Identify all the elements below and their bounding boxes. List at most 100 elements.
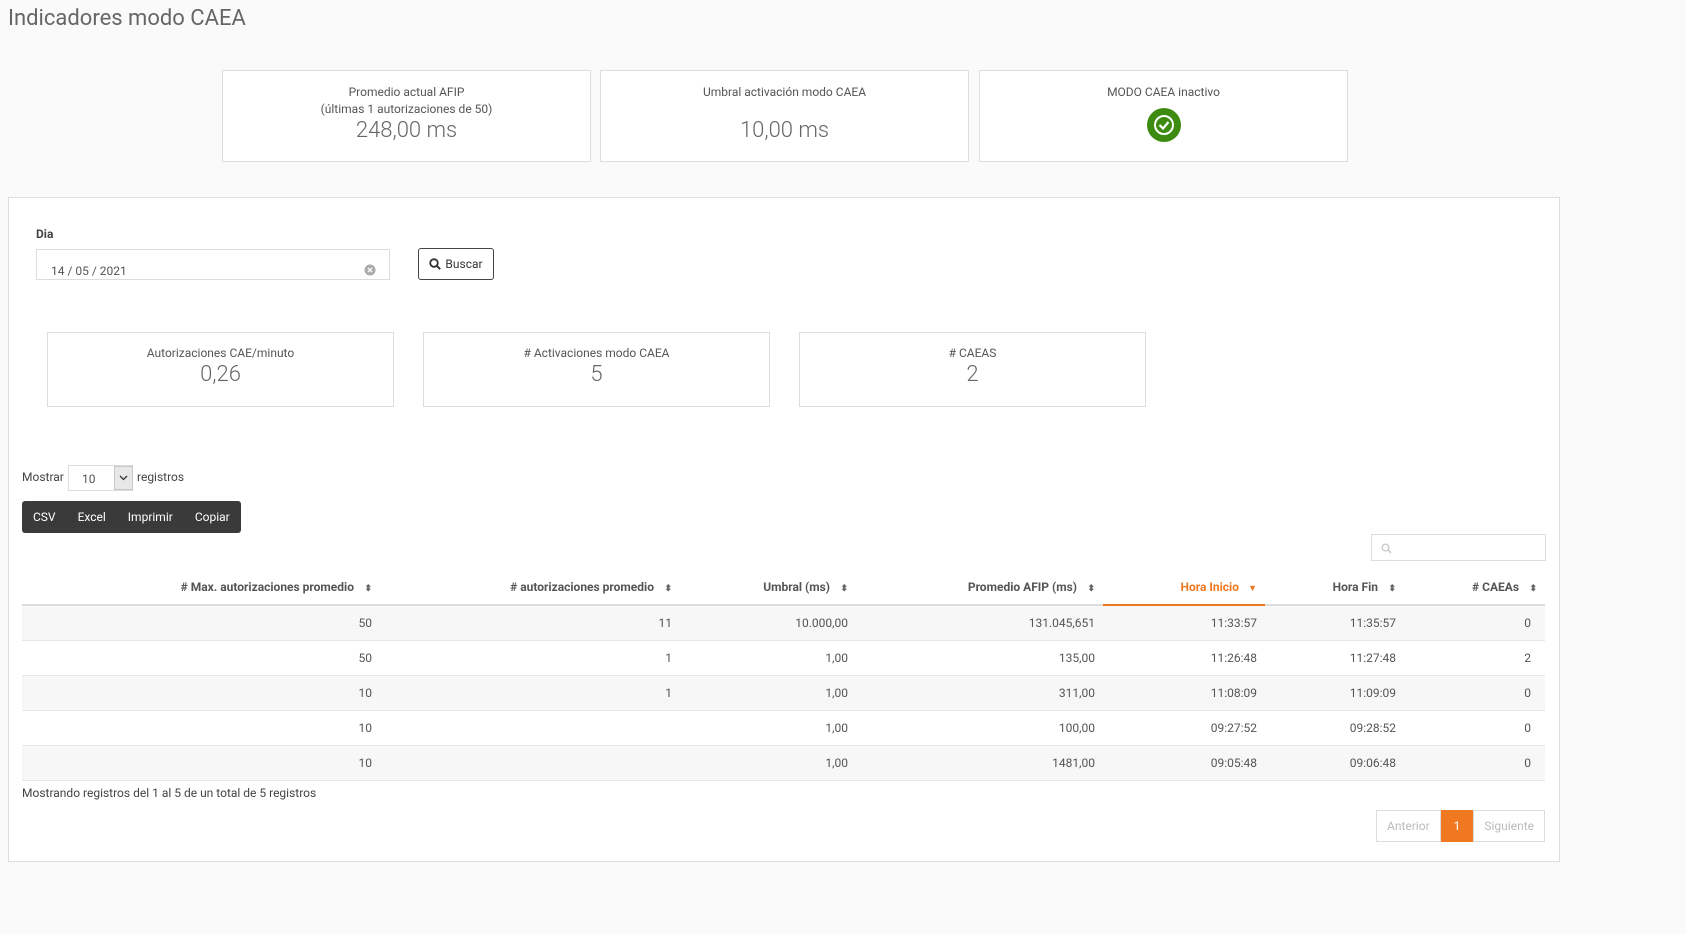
length-value: 10 xyxy=(82,472,96,486)
page-title: Indicadores modo CAEA xyxy=(8,6,246,31)
table-cell: 1,00 xyxy=(680,710,856,746)
column-header[interactable]: Hora Fin ⬍ xyxy=(1265,570,1404,606)
table-cell: 2 xyxy=(1404,640,1545,676)
stat-card: # Activaciones modo CAEA 5 xyxy=(423,332,770,407)
stat-label: # CAEAS xyxy=(948,346,997,360)
table-cell: 0 xyxy=(1404,605,1545,641)
stat-value: 0,26 xyxy=(200,362,241,387)
table-search[interactable] xyxy=(1371,534,1546,561)
sort-icon[interactable]: ⬍ xyxy=(1087,584,1095,594)
column-title: # CAEAs xyxy=(1472,580,1519,594)
table-cell: 09:27:52 xyxy=(1103,710,1265,746)
column-title: Hora Inicio xyxy=(1180,580,1239,594)
search-button-label: Buscar xyxy=(445,257,483,271)
current-page[interactable]: 1 xyxy=(1440,810,1474,842)
indicator-label: Umbral activación modo CAEA xyxy=(702,85,867,99)
table-cell: 10.000,00 xyxy=(680,605,856,641)
clear-icon[interactable] xyxy=(364,264,376,276)
table-row: 50 1 1,00 135,00 11:26:48 11:27:48 2 xyxy=(22,640,1545,676)
table-cell: 1 xyxy=(380,675,680,711)
column-title: # Max. autorizaciones promedio xyxy=(180,580,354,594)
sort-icon[interactable]: ⬍ xyxy=(664,584,672,594)
table-cell: 10 xyxy=(22,675,380,711)
table-cell: 11:33:57 xyxy=(1103,605,1265,641)
column-header[interactable]: Umbral (ms) ⬍ xyxy=(680,570,856,606)
table-cell: 50 xyxy=(22,640,380,676)
length-select[interactable]: 10 xyxy=(68,465,133,491)
table-cell: 11:09:09 xyxy=(1265,675,1404,711)
column-title: # autorizaciones promedio xyxy=(510,580,654,594)
table-cell: 11:26:48 xyxy=(1103,640,1265,676)
pagination: Anterior 1 Siguiente xyxy=(1376,810,1545,842)
stat-card: # CAEAS 2 xyxy=(799,332,1146,407)
date-value: 14 / 05 / 2021 xyxy=(51,264,127,278)
select-arrow xyxy=(114,466,133,490)
indicator-card: MODO CAEA inactivo xyxy=(979,70,1348,162)
header-row: # Max. autorizaciones promedio ⬍ # autoriz… xyxy=(22,570,1545,606)
search-button[interactable]: Buscar xyxy=(418,248,494,280)
column-title: Hora Fin xyxy=(1332,580,1378,594)
table-cell: 1 xyxy=(380,640,680,676)
indicator-card: Promedio actual AFIP (últimas 1 autoriza… xyxy=(222,70,591,162)
column-header[interactable]: # Max. autorizaciones promedio ⬍ xyxy=(22,570,380,606)
length-after: registros xyxy=(137,470,185,484)
stat-label: # Activaciones modo CAEA xyxy=(523,346,670,360)
table-cell: 10 xyxy=(22,745,380,781)
table-cell: 1,00 xyxy=(680,675,856,711)
table-info: Mostrando registros del 1 al 5 de un tot… xyxy=(22,786,317,800)
table-cell: 11 xyxy=(380,605,680,641)
indicator-label: Promedio actual AFIP xyxy=(348,85,465,99)
table-cell: 11:08:09 xyxy=(1103,675,1265,711)
sort-icon[interactable]: ▼ xyxy=(1248,584,1257,594)
table-cell: 100,00 xyxy=(856,710,1103,746)
table-cell: 09:06:48 xyxy=(1265,745,1404,781)
export-button[interactable]: Excel xyxy=(77,510,106,524)
table-row: 10 1 1,00 311,00 11:08:09 11:09:09 0 xyxy=(22,675,1545,711)
indicator-value: 10,00 ms xyxy=(739,118,830,143)
table-row: 10 1,00 100,00 09:27:52 09:28:52 0 xyxy=(22,710,1545,746)
date-label: Dia xyxy=(36,227,54,241)
previous-page[interactable]: Anterior xyxy=(1376,810,1441,842)
table-cell: 09:05:48 xyxy=(1103,745,1265,781)
search-icon xyxy=(429,258,442,270)
export-buttons: CSV Excel Imprimir Copiar xyxy=(22,501,241,533)
table-cell: 311,00 xyxy=(856,675,1103,711)
table-cell xyxy=(380,710,680,746)
table-cell: 135,00 xyxy=(856,640,1103,676)
search-icon xyxy=(1381,543,1392,554)
sort-icon[interactable]: ⬍ xyxy=(1529,584,1537,594)
table-cell: 131.045,651 xyxy=(856,605,1103,641)
sort-icon[interactable]: ⬍ xyxy=(840,584,848,594)
sort-icon[interactable]: ⬍ xyxy=(1388,584,1396,594)
table-cell: 09:28:52 xyxy=(1265,710,1404,746)
column-header[interactable]: Hora Inicio ▼ xyxy=(1103,570,1265,606)
date-input[interactable]: 14 / 05 / 2021 xyxy=(36,249,390,280)
indicator-card: Umbral activación modo CAEA 10,00 ms xyxy=(600,70,969,162)
column-title: Umbral (ms) xyxy=(763,580,830,594)
table-cell: 1,00 xyxy=(680,640,856,676)
stat-value: 2 xyxy=(966,362,979,387)
sort-icon[interactable]: ⬍ xyxy=(364,584,372,594)
stat-value: 5 xyxy=(590,362,603,387)
column-header[interactable]: # autorizaciones promedio ⬍ xyxy=(380,570,680,606)
column-header[interactable]: # CAEAs ⬍ xyxy=(1404,570,1545,606)
column-header[interactable]: Promedio AFIP (ms) ⬍ xyxy=(856,570,1103,606)
table-cell: 1,00 xyxy=(680,745,856,781)
indicator-value: 248,00 ms xyxy=(355,118,458,143)
table-cell: 1481,00 xyxy=(856,745,1103,781)
stat-label: Autorizaciones CAE/minuto xyxy=(146,346,295,360)
export-button[interactable]: Imprimir xyxy=(127,510,173,524)
export-button[interactable]: CSV xyxy=(33,510,56,524)
stat-card: Autorizaciones CAE/minuto 0,26 xyxy=(47,332,394,407)
status-icon xyxy=(1146,108,1181,142)
length-before: Mostrar xyxy=(22,470,64,484)
export-button[interactable]: Copiar xyxy=(194,510,230,524)
column-title: Promedio AFIP (ms) xyxy=(967,580,1077,594)
table-body: 50 11 10.000,00 131.045,651 11:33:57 11:35:57… xyxy=(22,605,1545,781)
next-page[interactable]: Siguiente xyxy=(1473,810,1545,842)
table-cell: 11:35:57 xyxy=(1265,605,1404,641)
table-cell xyxy=(380,745,680,781)
table-cell: 50 xyxy=(22,605,380,641)
table-row: 10 1,00 1481,00 09:05:48 09:06:48 0 xyxy=(22,745,1545,781)
